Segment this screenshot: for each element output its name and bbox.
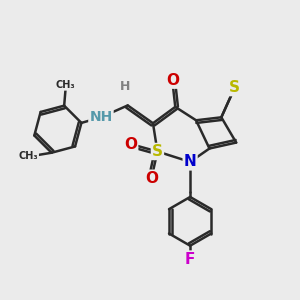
Text: H: H: [119, 80, 130, 93]
Text: O: O: [145, 171, 158, 186]
Text: O: O: [166, 73, 179, 88]
Text: F: F: [185, 252, 195, 267]
Text: N: N: [184, 154, 196, 169]
Text: O: O: [124, 136, 137, 152]
Text: CH₃: CH₃: [56, 80, 76, 90]
Text: S: S: [152, 144, 163, 159]
Text: NH: NH: [89, 110, 112, 124]
Text: S: S: [229, 80, 240, 95]
Text: CH₃: CH₃: [19, 151, 38, 161]
